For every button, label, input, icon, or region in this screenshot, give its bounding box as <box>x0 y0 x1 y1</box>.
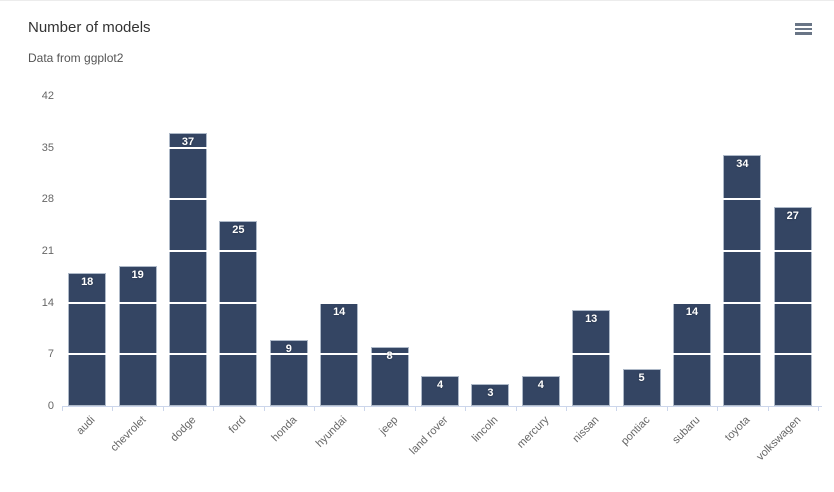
x-axis-tick <box>717 407 719 411</box>
x-axis-tick <box>213 407 215 411</box>
hamburger-menu-icon[interactable] <box>795 23 812 35</box>
x-axis-tick <box>515 407 517 411</box>
y-axis-label: 0 <box>47 400 54 412</box>
bar[interactable] <box>118 265 157 406</box>
bar-value-label: 8 <box>386 349 393 362</box>
bar[interactable] <box>471 383 510 406</box>
bar[interactable] <box>421 376 459 406</box>
bar-value-label: 4 <box>537 379 544 392</box>
y-axis-label: 35 <box>41 141 54 154</box>
x-axis-tick <box>414 407 416 411</box>
bar[interactable] <box>572 310 611 406</box>
bar[interactable] <box>773 206 812 406</box>
bar-value-label: 18 <box>81 276 94 289</box>
chart-title: Number of models <box>28 19 151 36</box>
x-axis-tick <box>818 407 819 411</box>
bar[interactable] <box>521 376 560 406</box>
bar[interactable] <box>68 273 107 406</box>
chart-subtitle: Data from ggplot2 <box>28 51 124 65</box>
x-axis-tick <box>616 407 618 411</box>
x-axis-line <box>62 406 822 407</box>
bar-value-label: 25 <box>232 224 245 237</box>
x-axis-tick <box>112 407 114 411</box>
bar[interactable] <box>370 346 409 406</box>
y-axis-label: 28 <box>41 193 54 206</box>
gridline <box>62 250 818 252</box>
bar[interactable] <box>622 369 661 406</box>
x-axis-tick <box>314 407 315 411</box>
menu-stripe <box>795 32 812 35</box>
x-axis-tick <box>364 407 366 411</box>
bar-value-label: 14 <box>685 305 699 318</box>
bar[interactable] <box>269 339 308 406</box>
bar-value-label: 3 <box>487 386 494 399</box>
menu-stripe <box>795 23 812 26</box>
bar[interactable] <box>219 221 258 406</box>
bar-value-label: 19 <box>131 268 144 281</box>
gridline <box>62 146 818 149</box>
y-axis-label: 42 <box>41 90 54 102</box>
gridline <box>62 95 818 97</box>
bar[interactable] <box>169 132 207 406</box>
x-axis-tick <box>566 407 567 411</box>
menu-stripe <box>795 27 812 31</box>
gridline <box>62 198 818 201</box>
bar-value-label: 37 <box>181 135 195 148</box>
gridline <box>62 301 818 304</box>
bar-value-label: 14 <box>333 305 346 318</box>
x-axis-tick <box>263 407 265 411</box>
x-axis-tick <box>767 407 769 411</box>
bar[interactable] <box>723 155 762 406</box>
bar-value-label: 27 <box>786 209 799 222</box>
bar-value-label: 34 <box>736 158 749 171</box>
y-axis-label: 14 <box>41 296 54 309</box>
bar-value-label: 5 <box>638 372 645 385</box>
y-axis-label: 21 <box>41 245 54 257</box>
gridline <box>62 353 818 356</box>
bar-value-label: 13 <box>585 313 598 326</box>
x-axis-tick <box>465 407 467 411</box>
x-axis-tick <box>62 407 63 411</box>
bar-value-label: 9 <box>285 342 292 355</box>
x-axis-tick <box>162 407 164 411</box>
y-axis-label: 7 <box>47 348 54 361</box>
bar-value-label: 4 <box>436 379 444 392</box>
x-axis-tick <box>666 407 668 411</box>
